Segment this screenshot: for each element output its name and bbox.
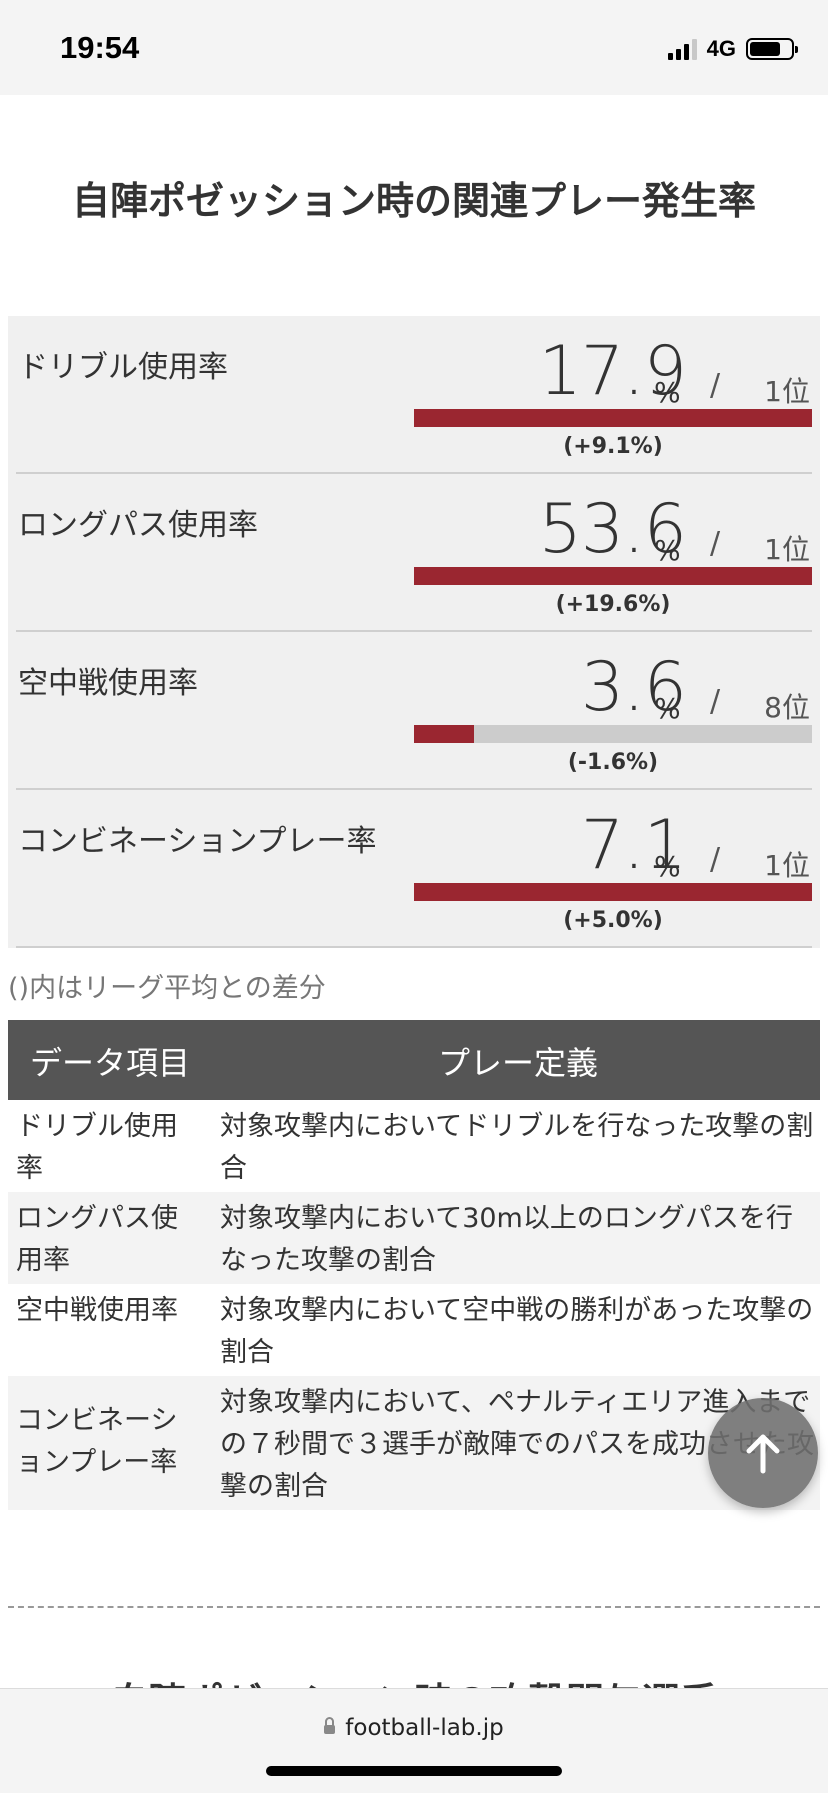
stat-bar bbox=[414, 409, 812, 427]
definition-row: 空中戦使用率 対象攻撃内において空中戦の勝利があった攻撃の割合 bbox=[8, 1284, 820, 1376]
footnote: ()内はリーグ平均との差分 bbox=[8, 973, 326, 1004]
stat-rank: 8位 bbox=[764, 691, 810, 724]
stat-value: 3.6 bbox=[580, 648, 687, 727]
stat-unit: % bbox=[654, 376, 681, 409]
stat-row-longpass: ロングパス使用率 53.6 % / 1位 (+19.6%) bbox=[8, 474, 820, 632]
url-display[interactable]: football-lab.jp bbox=[0, 1715, 828, 1741]
section-title: 自陣ポゼッション時の関連プレー発生率 bbox=[71, 179, 756, 223]
definition-row: ロングパス使用率 対象攻撃内において30m以上のロングパスを行なった攻撃の割合 bbox=[8, 1192, 820, 1284]
scroll-to-top-button[interactable] bbox=[708, 1398, 818, 1508]
stat-bar bbox=[414, 883, 812, 901]
stat-bar bbox=[414, 725, 812, 743]
status-time: 19:54 bbox=[60, 30, 140, 65]
home-indicator[interactable] bbox=[266, 1766, 562, 1776]
signal-icon bbox=[667, 38, 697, 60]
stat-diff: (+5.0%) bbox=[563, 908, 663, 933]
status-indicators: 4G bbox=[667, 36, 798, 62]
stat-bar-fill bbox=[414, 567, 812, 585]
stat-label: ドリブル使用率 bbox=[18, 350, 228, 385]
stat-value: 53.6 bbox=[538, 490, 687, 569]
stat-value: 7.1 bbox=[580, 806, 687, 885]
stat-separator: / bbox=[710, 526, 721, 561]
definition-text: 対象攻撃内において30m以上のロングパスを行なった攻撃の割合 bbox=[220, 1203, 793, 1276]
row-divider bbox=[16, 630, 812, 632]
definition-text: 対象攻撃内において空中戦の勝利があった攻撃の割合 bbox=[220, 1295, 814, 1368]
stat-bar-fill bbox=[414, 725, 474, 743]
next-section-title: 自陣ポゼッション時の攻撃関与選手 bbox=[0, 1672, 828, 1690]
browser-address-bar[interactable]: football-lab.jp bbox=[0, 1688, 828, 1793]
stat-separator: / bbox=[710, 368, 721, 403]
stat-value: 17.9 bbox=[538, 332, 687, 411]
definition-term: コンビネーションプレー率 bbox=[16, 1405, 178, 1478]
stat-row-combination: コンビネーションプレー率 7.1 % / 1位 (+5.0%) bbox=[8, 790, 820, 948]
stat-diff: (+9.1%) bbox=[563, 434, 663, 459]
lock-icon bbox=[324, 1717, 336, 1734]
row-divider bbox=[16, 472, 812, 474]
stat-separator: / bbox=[710, 842, 721, 877]
stat-unit: % bbox=[654, 534, 681, 567]
definition-term: ドリブル使用率 bbox=[16, 1111, 178, 1184]
definition-term: 空中戦使用率 bbox=[16, 1295, 178, 1326]
stat-row-dribble: ドリブル使用率 17.9 % / 1位 (+9.1%) bbox=[8, 316, 820, 474]
stat-separator: / bbox=[710, 684, 721, 719]
stat-diff: (+19.6%) bbox=[555, 592, 671, 617]
stat-rank: 1位 bbox=[764, 533, 810, 566]
stat-label: 空中戦使用率 bbox=[18, 666, 198, 701]
definition-text: 対象攻撃内においてドリブルを行なった攻撃の割合 bbox=[220, 1111, 814, 1184]
definition-row: コンビネーションプレー率 対象攻撃内において、ペナルティエリア進入までの７秒間で… bbox=[8, 1376, 820, 1510]
stat-bar-fill bbox=[414, 409, 812, 427]
section-divider bbox=[8, 1606, 820, 1608]
header-definition: プレー定義 bbox=[438, 1044, 599, 1082]
battery-icon bbox=[746, 38, 798, 60]
definition-term: ロングパス使用率 bbox=[16, 1203, 178, 1276]
row-divider bbox=[16, 946, 812, 948]
arrow-up-icon bbox=[746, 1434, 780, 1474]
stat-bar bbox=[414, 567, 812, 585]
stat-bar-fill bbox=[414, 883, 812, 901]
network-label: 4G bbox=[706, 36, 736, 61]
stat-rank: 1位 bbox=[764, 849, 810, 882]
stat-diff: (-1.6%) bbox=[567, 750, 659, 775]
stat-label: ロングパス使用率 bbox=[18, 508, 258, 543]
stat-unit: % bbox=[654, 850, 681, 883]
definition-row: ドリブル使用率 対象攻撃内においてドリブルを行なった攻撃の割合 bbox=[8, 1100, 820, 1192]
stats-panel: ドリブル使用率 17.9 % / 1位 (+9.1%) ロングパス使用率 53.… bbox=[8, 316, 820, 948]
stat-row-aerial: 空中戦使用率 3.6 % / 8位 (-1.6%) bbox=[8, 632, 820, 790]
row-divider bbox=[16, 788, 812, 790]
status-bar: 19:54 4G bbox=[0, 0, 828, 95]
url-text: football-lab.jp bbox=[345, 1715, 504, 1741]
stat-unit: % bbox=[654, 692, 681, 725]
definitions-header: データ項目 プレー定義 bbox=[8, 1020, 820, 1100]
stat-label: コンビネーションプレー率 bbox=[18, 824, 377, 859]
stat-rank: 1位 bbox=[764, 375, 810, 408]
header-item: データ項目 bbox=[30, 1044, 191, 1082]
